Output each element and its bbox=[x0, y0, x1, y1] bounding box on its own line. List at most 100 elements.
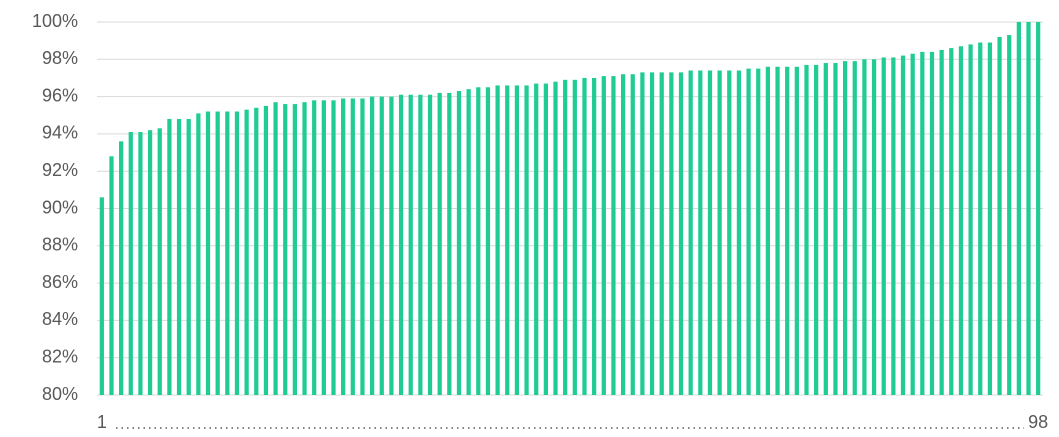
bar bbox=[379, 96, 384, 395]
bar bbox=[514, 85, 520, 395]
bar bbox=[234, 111, 240, 396]
bar bbox=[418, 94, 423, 396]
bar bbox=[736, 70, 742, 396]
bar bbox=[215, 111, 220, 396]
bar bbox=[534, 83, 539, 396]
y-tick-label: 84% bbox=[42, 309, 78, 329]
bar bbox=[466, 89, 471, 395]
bar bbox=[341, 98, 346, 395]
bar bbox=[833, 63, 838, 395]
bar bbox=[910, 53, 915, 395]
bar bbox=[312, 100, 317, 395]
bar bbox=[176, 118, 182, 395]
bar bbox=[99, 197, 104, 395]
bar bbox=[727, 70, 732, 396]
bar bbox=[785, 66, 790, 395]
bar bbox=[128, 132, 133, 395]
bar bbox=[765, 66, 771, 395]
bar bbox=[669, 72, 674, 395]
bar bbox=[756, 68, 761, 395]
y-tick-label: 98% bbox=[42, 48, 78, 68]
bar bbox=[746, 68, 751, 395]
bar bbox=[447, 92, 452, 396]
bar bbox=[929, 51, 935, 396]
bar bbox=[717, 70, 722, 396]
bar bbox=[167, 118, 172, 395]
bar bbox=[369, 96, 375, 395]
y-tick-label: 82% bbox=[42, 346, 78, 366]
bar bbox=[505, 85, 510, 395]
bar bbox=[582, 77, 587, 395]
bar bbox=[485, 87, 491, 396]
bar bbox=[881, 57, 886, 396]
x-tick-label: 1 bbox=[97, 412, 107, 432]
bar bbox=[427, 94, 433, 396]
y-tick-label: 100% bbox=[32, 11, 78, 31]
bar bbox=[891, 57, 896, 396]
y-tick-label: 96% bbox=[42, 85, 78, 105]
bar bbox=[543, 83, 548, 396]
bar bbox=[138, 132, 143, 395]
bar bbox=[302, 102, 307, 395]
bar bbox=[814, 64, 819, 396]
bar bbox=[244, 109, 249, 395]
y-tick-label: 92% bbox=[42, 160, 78, 180]
y-tick-label: 90% bbox=[42, 197, 78, 217]
bar bbox=[398, 94, 404, 396]
bar bbox=[958, 46, 964, 396]
bar bbox=[1036, 22, 1041, 395]
bar bbox=[698, 70, 703, 396]
bar bbox=[563, 79, 568, 395]
bar bbox=[862, 59, 867, 396]
y-tick-label: 94% bbox=[42, 123, 78, 143]
bar bbox=[949, 48, 954, 396]
bar bbox=[900, 55, 906, 395]
bar bbox=[408, 94, 413, 396]
bar bbox=[649, 72, 655, 395]
bar bbox=[997, 36, 1002, 396]
bar bbox=[852, 61, 857, 395]
bar bbox=[640, 72, 645, 395]
bar bbox=[1007, 35, 1012, 396]
x-tick-label: 98 bbox=[1028, 412, 1048, 432]
bar bbox=[804, 64, 809, 396]
bar bbox=[254, 107, 259, 395]
bar bbox=[109, 156, 114, 395]
bar bbox=[572, 79, 577, 395]
bar bbox=[620, 74, 626, 395]
bar bbox=[321, 100, 326, 395]
bar bbox=[978, 42, 983, 395]
bar bbox=[592, 77, 597, 395]
bar bbox=[707, 70, 713, 396]
bar bbox=[437, 92, 442, 396]
bar bbox=[476, 87, 481, 396]
bar bbox=[119, 141, 124, 395]
bar bbox=[495, 85, 500, 395]
bar bbox=[987, 42, 993, 395]
bar bbox=[775, 66, 780, 395]
bar bbox=[1026, 22, 1031, 395]
bar bbox=[524, 85, 529, 395]
y-tick-label: 80% bbox=[42, 384, 78, 404]
bar bbox=[292, 104, 298, 395]
bar bbox=[920, 51, 925, 396]
y-tick-label: 86% bbox=[42, 272, 78, 292]
bar bbox=[1016, 22, 1021, 395]
bar bbox=[196, 113, 201, 395]
bar bbox=[842, 61, 848, 395]
bar bbox=[939, 49, 944, 395]
bar bbox=[157, 128, 162, 395]
bar bbox=[350, 98, 355, 395]
bar bbox=[360, 98, 365, 395]
bar bbox=[389, 96, 394, 395]
y-tick-label: 88% bbox=[42, 235, 78, 255]
bar bbox=[273, 102, 278, 395]
bar bbox=[659, 72, 664, 395]
bar bbox=[147, 130, 153, 396]
bar bbox=[186, 118, 191, 395]
bar bbox=[601, 76, 606, 396]
bar bbox=[225, 111, 230, 396]
bar bbox=[823, 63, 828, 395]
bar bbox=[678, 72, 684, 395]
